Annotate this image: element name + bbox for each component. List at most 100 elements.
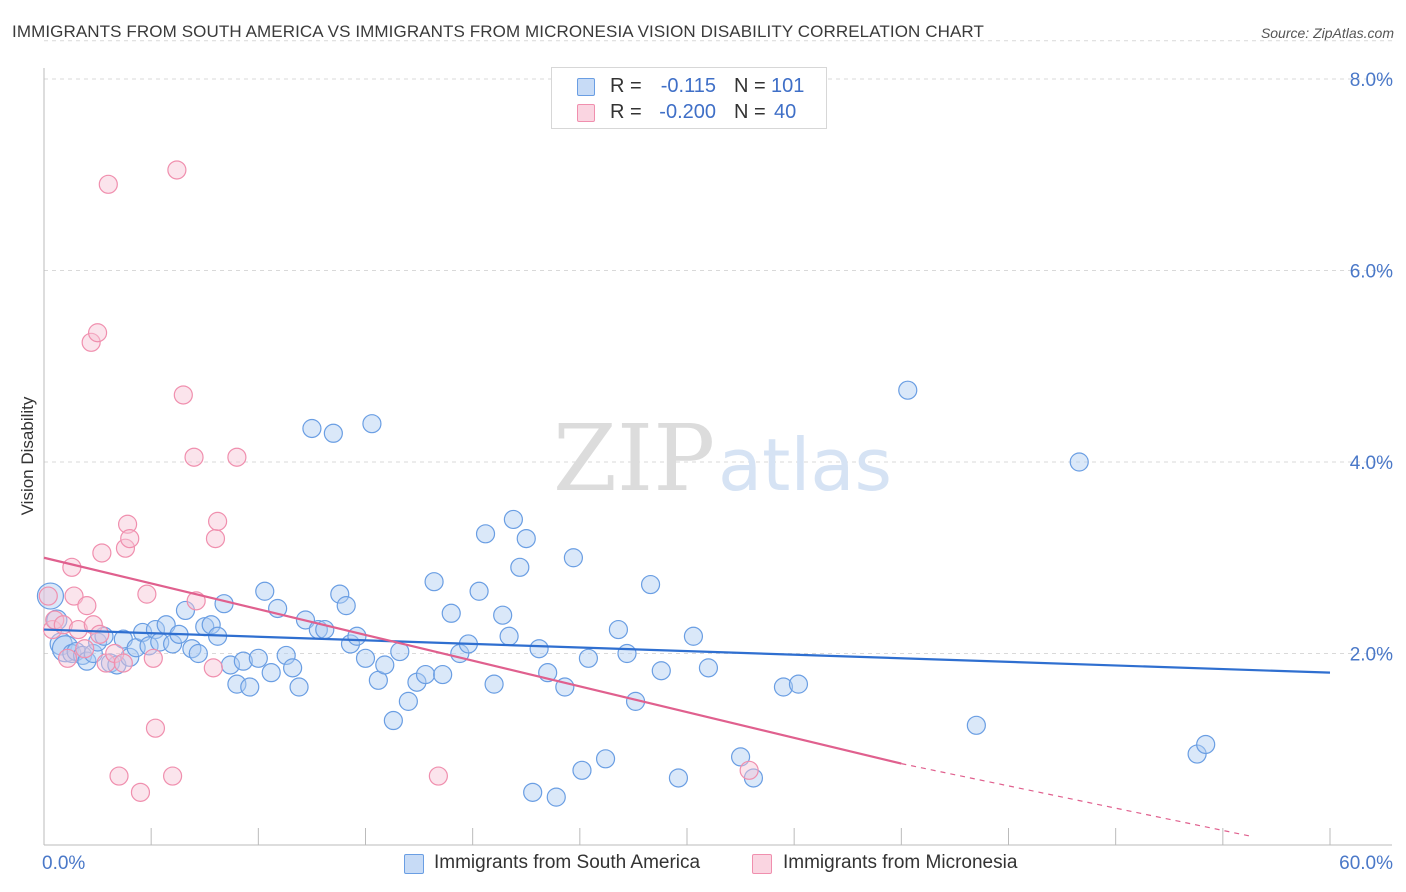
point-south-america [214, 594, 234, 614]
point-south-america [248, 648, 268, 668]
point-south-america [475, 524, 496, 544]
trend-lines [43, 556, 1331, 837]
point-south-america [255, 581, 275, 601]
correlation-legend: R = -0.115 N = 101 R = -0.200 N = 40 [551, 67, 827, 129]
watermark: ZIP atlas [553, 405, 892, 512]
point-south-america [201, 615, 221, 635]
point-south-america [469, 581, 489, 601]
point-south-america [510, 557, 530, 577]
point-south-america [433, 664, 453, 685]
point-micronesia [739, 760, 759, 780]
point-micronesia [87, 323, 108, 343]
point-south-america [617, 643, 637, 664]
trend-line-south-america [43, 628, 1331, 674]
point-south-america [668, 768, 689, 788]
point-micronesia [38, 586, 58, 606]
series-legend: Immigrants from South America Immigrants… [0, 851, 1406, 879]
point-south-america [302, 418, 322, 439]
point-south-america [572, 760, 592, 780]
legend-n-value: 101 [771, 75, 805, 97]
legend-r-label: R = [610, 101, 642, 123]
series-micronesia-points [38, 160, 759, 802]
point-micronesia [184, 447, 204, 467]
point-south-america [77, 651, 97, 671]
legend-n-label: N = [734, 101, 766, 123]
point-south-america [563, 548, 584, 568]
point-micronesia [98, 174, 118, 194]
point-south-america [289, 677, 309, 697]
point-south-america [441, 603, 461, 623]
point-micronesia [130, 782, 151, 802]
point-south-america [730, 747, 751, 767]
point-micronesia [120, 528, 140, 549]
point-south-america [493, 605, 513, 625]
point-south-america [375, 655, 395, 675]
legend-n-label: N = [734, 75, 766, 97]
y-tick-label: 2.0% [1350, 645, 1393, 666]
legend-r-label: R = [610, 75, 642, 97]
y-tick-label: 8.0% [1350, 70, 1393, 91]
y-axis-title: Vision Disability [18, 396, 37, 515]
point-south-america [499, 626, 519, 646]
point-south-america [36, 582, 65, 610]
point-micronesia [167, 160, 187, 180]
point-south-america [398, 691, 418, 711]
point-south-america [240, 677, 260, 697]
legend-label-micronesia: Immigrants from Micronesia [783, 852, 1018, 873]
point-micronesia [64, 586, 84, 606]
point-micronesia [143, 648, 163, 668]
point-south-america [516, 528, 536, 549]
point-south-america [323, 423, 343, 443]
point-south-america [608, 619, 629, 640]
point-south-america [415, 664, 436, 685]
trend-line-micronesia-extension [901, 763, 1251, 837]
point-south-america [529, 639, 549, 659]
point-south-america [1069, 452, 1089, 472]
point-micronesia [57, 648, 78, 668]
point-micronesia [137, 584, 157, 604]
point-south-america [966, 715, 986, 735]
point-south-america [383, 710, 403, 731]
series-south-america-points [36, 380, 1216, 807]
legend-r-value: -0.200 [659, 101, 716, 123]
point-south-america [276, 645, 296, 666]
point-south-america [139, 636, 159, 656]
legend-row-micronesia: R = -0.200 N = 40 [552, 101, 826, 127]
point-micronesia [62, 557, 82, 577]
point-micronesia [205, 528, 226, 549]
point-micronesia [92, 543, 112, 563]
point-micronesia [75, 639, 95, 659]
point-south-america [283, 658, 303, 678]
trend-line-micronesia [43, 556, 902, 765]
point-micronesia [208, 511, 228, 531]
point-micronesia [77, 596, 97, 616]
point-south-america [698, 658, 719, 678]
y-tick-label: 4.0% [1350, 453, 1393, 474]
axes [43, 68, 1392, 846]
legend-label-south-america: Immigrants from South America [434, 852, 701, 873]
point-south-america [773, 677, 794, 697]
point-south-america [595, 749, 616, 769]
point-south-america [546, 787, 566, 807]
point-micronesia [117, 514, 138, 534]
point-micronesia [145, 718, 166, 738]
x-tick-label-min: 0.0% [42, 853, 85, 874]
point-micronesia [173, 385, 193, 405]
chart-title: IMMIGRANTS FROM SOUTH AMERICA VS IMMIGRA… [12, 22, 984, 41]
legend-swatch-pink [577, 104, 595, 122]
point-south-america [651, 661, 671, 681]
legend-row-south-america: R = -0.115 N = 101 [552, 75, 826, 101]
point-south-america [683, 626, 704, 646]
point-south-america [330, 584, 350, 604]
point-micronesia [83, 615, 103, 635]
chart-source: Source: ZipAtlas.com [1260, 25, 1394, 41]
point-south-america [175, 600, 196, 621]
point-micronesia [203, 658, 223, 678]
gridlines [44, 40, 1392, 654]
x-tick-label-max: 60.0% [1339, 853, 1393, 874]
watermark-zip: ZIP [553, 405, 715, 512]
y-tick-labels: 2.0% 4.0% 6.0% 8.0% [1350, 70, 1393, 666]
point-micronesia [81, 332, 101, 352]
point-micronesia [163, 766, 183, 786]
